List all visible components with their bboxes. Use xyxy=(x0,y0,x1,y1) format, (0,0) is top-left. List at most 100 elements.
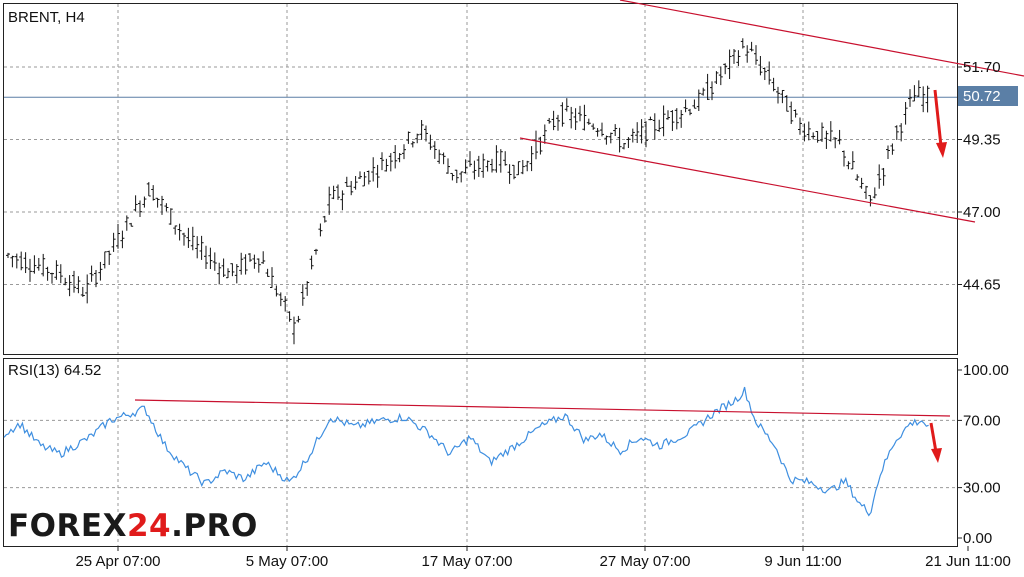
ohlc-bar xyxy=(151,185,156,201)
rsi-tick-label: 0.00 xyxy=(963,530,992,547)
x-tick-label: 5 May 07:00 xyxy=(246,553,329,570)
ohlc-bar xyxy=(111,232,116,252)
ohlc-bar xyxy=(899,123,904,142)
ohlc-bar xyxy=(872,187,877,199)
ohlc-bar xyxy=(582,104,587,131)
y-axis-labels: 51.70 49.35 47.00 44.65 100.00 70.00 30.00 0.00 xyxy=(963,59,1009,547)
ohlc-bar xyxy=(402,144,406,160)
ohlc-bar xyxy=(107,250,112,265)
ohlc-bar xyxy=(547,117,552,124)
x-tick-label: 27 May 07:00 xyxy=(600,553,691,570)
ohlc-bar xyxy=(771,77,776,92)
ohlc-bar xyxy=(173,225,178,235)
ohlc-bar xyxy=(265,268,270,277)
ohlc-bar xyxy=(239,252,244,275)
ohlc-bar xyxy=(459,171,464,183)
ohlc-bar xyxy=(375,164,380,188)
ohlc-bar xyxy=(877,164,882,189)
ohlc-bar xyxy=(80,286,85,297)
ohlc-bar xyxy=(701,87,706,96)
ohlc-bar xyxy=(393,145,398,169)
ohlc-bar xyxy=(793,109,798,118)
forex24-watermark-logo: FOREX24.PRO xyxy=(8,508,258,544)
ohlc-bar xyxy=(366,170,371,185)
ohlc-bar xyxy=(177,223,182,241)
ohlc-bar xyxy=(186,227,191,248)
price-panel-frame xyxy=(3,3,958,355)
ohlc-bar xyxy=(908,89,912,107)
ohlc-bar xyxy=(199,235,204,260)
ohlc-bar xyxy=(674,108,679,130)
ohlc-bar xyxy=(349,180,354,196)
ohlc-bar xyxy=(102,251,107,269)
ohlc-bar xyxy=(661,105,666,137)
ohlc-bar xyxy=(551,110,556,131)
ohlc-bar xyxy=(696,89,701,111)
ohlc-bar xyxy=(855,174,860,181)
ohlc-bar xyxy=(248,253,252,262)
ohlc-bar xyxy=(679,109,684,128)
ohlc-bar xyxy=(116,223,120,249)
price-down-arrow xyxy=(933,89,947,158)
ohlc-bar xyxy=(903,102,908,125)
ohlc-bar xyxy=(842,150,846,167)
ohlc-bar xyxy=(283,296,288,312)
ohlc-bar xyxy=(573,108,578,130)
ohlc-bar xyxy=(828,121,833,142)
ohlc-bar xyxy=(670,110,675,131)
ohlc-bar xyxy=(525,160,530,172)
ohlc-bar xyxy=(72,270,76,293)
ohlc-bar xyxy=(340,190,345,211)
ohlc-bar xyxy=(833,137,838,149)
ohlc-bar xyxy=(512,164,516,180)
ohlc-bar xyxy=(560,102,565,127)
ohlc-bar xyxy=(850,151,855,170)
ohlc-bar xyxy=(296,315,301,323)
x-tick-label: 21 Jun 11:00 xyxy=(925,553,1011,570)
ohlc-bar xyxy=(657,119,662,132)
ohlc-bar xyxy=(41,253,46,277)
ohlc-bar xyxy=(146,182,151,197)
ohlc-bar xyxy=(600,122,604,137)
ohlc-bar xyxy=(362,171,367,187)
ohlc-bar xyxy=(569,106,574,129)
ohlc-bar xyxy=(798,117,802,135)
ohlc-bar xyxy=(10,255,15,268)
price-chart-title: BRENT, H4 xyxy=(8,9,85,26)
ohlc-bar xyxy=(820,122,824,142)
ohlc-bar xyxy=(353,175,358,190)
ohlc-bar xyxy=(639,119,644,144)
ohlc-bar xyxy=(710,81,714,101)
ohlc-bar xyxy=(28,258,32,282)
ohlc-bar xyxy=(292,316,296,345)
ohlc-bar xyxy=(195,236,200,259)
ohlc-bar xyxy=(815,131,820,143)
ohlc-bar xyxy=(36,257,41,271)
ohlc-bar xyxy=(886,145,890,159)
ohlc-bar xyxy=(287,311,292,322)
ohlc-bar xyxy=(503,151,508,166)
ohlc-bar xyxy=(318,223,323,237)
rsi-tick-label: 100.00 xyxy=(963,362,1009,379)
ohlc-bar xyxy=(485,160,490,172)
ohlc-bar xyxy=(217,262,222,285)
ohlc-bar xyxy=(626,137,631,149)
x-tick-label: 17 May 07:00 xyxy=(422,553,513,570)
ohlc-bar xyxy=(212,252,217,271)
ohlc-bar xyxy=(542,124,547,144)
y-tick-label: 51.70 xyxy=(963,59,1001,76)
ohlc-bar xyxy=(419,119,424,140)
ohlc-bar xyxy=(846,161,851,170)
x-tick-label: 25 Apr 07:00 xyxy=(75,553,160,570)
ohlc-bar xyxy=(305,281,310,296)
ohlc-bar xyxy=(736,50,741,67)
ohlc-bar xyxy=(270,267,274,288)
rsi-series xyxy=(3,386,929,517)
trend-lines xyxy=(134,0,1024,417)
ohlc-bar xyxy=(890,143,895,155)
rsi-tick-label: 30.00 xyxy=(963,480,1001,497)
ohlc-bar xyxy=(758,56,763,76)
ohlc-bar xyxy=(468,151,472,167)
ohlc-bar xyxy=(415,133,420,144)
ohlc-bar xyxy=(424,125,428,142)
